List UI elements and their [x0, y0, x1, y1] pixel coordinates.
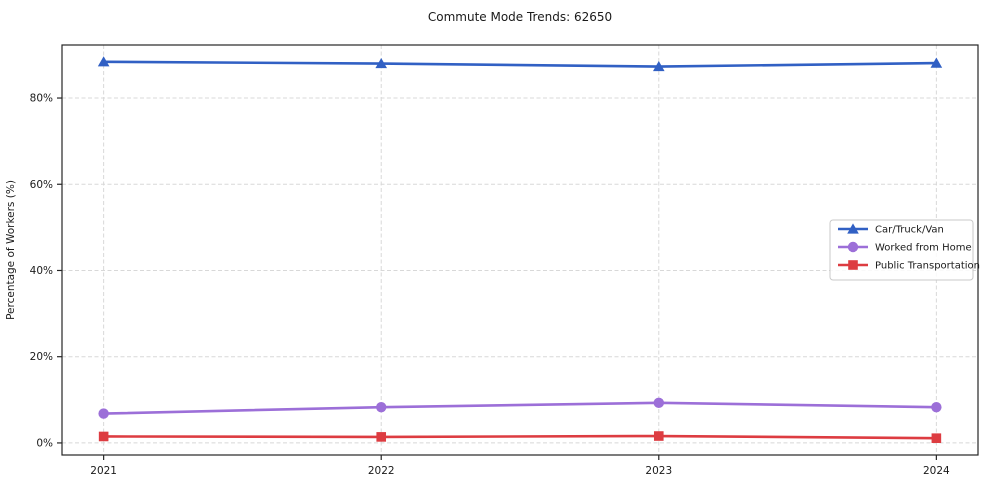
- series-line: [102, 434, 938, 440]
- series-worked-from-home: [98, 397, 942, 419]
- data-point-marker: [653, 397, 664, 409]
- y-tick-label: 0%: [36, 437, 53, 449]
- x-tick-label: 2021: [90, 465, 117, 477]
- legend-label: Public Transportation: [875, 261, 980, 272]
- data-point-marker: [98, 408, 109, 419]
- legend-swatch-marker: [848, 260, 858, 270]
- legend-entry: Public Transportation: [838, 260, 980, 272]
- series-public-transportation: [98, 431, 942, 443]
- legend: Car/Truck/Van Worked from Home Public Tran…: [829, 219, 980, 281]
- data-point-marker: [931, 401, 942, 413]
- legend-swatch-marker: [847, 241, 859, 253]
- axes-spines: [61, 44, 979, 456]
- data-point-marker: [376, 432, 387, 442]
- data-point-marker: [653, 431, 664, 441]
- chart-title: Commute Mode Trends: 62650: [428, 10, 612, 24]
- y-tick-label: 20%: [30, 351, 53, 363]
- legend-swatch-marker: [847, 223, 859, 234]
- legend-label: Worked from Home: [875, 243, 972, 254]
- data-point-marker: [652, 60, 665, 72]
- x-tick-label: 2022: [368, 465, 395, 477]
- series-line: [102, 60, 938, 68]
- legend-entry: Car/Truck/Van: [838, 223, 944, 236]
- data-point-marker: [931, 433, 942, 443]
- data-point-marker: [930, 57, 943, 68]
- series-line: [102, 401, 938, 415]
- series-car-truck-van: [97, 56, 943, 72]
- legend-entry: Worked from Home: [838, 241, 972, 254]
- y-tick-label: 60%: [30, 179, 53, 191]
- y-tick-label: 80%: [30, 93, 53, 105]
- data-point-marker: [97, 56, 110, 67]
- data-point-marker: [98, 431, 109, 442]
- y-tick-label: 40%: [30, 265, 53, 277]
- y-axis-label: Percentage of Workers (%): [5, 180, 17, 320]
- plot-area: 0% 20% 40% 60% 80% 2021 2022 2023 2024 Car/Truck/…: [30, 44, 980, 477]
- x-tick-label: 2024: [923, 465, 950, 477]
- legend-label: Car/Truck/Van: [875, 225, 944, 236]
- data-point-marker: [376, 401, 387, 413]
- x-tick-label: 2023: [645, 465, 672, 477]
- data-point-marker: [375, 57, 388, 69]
